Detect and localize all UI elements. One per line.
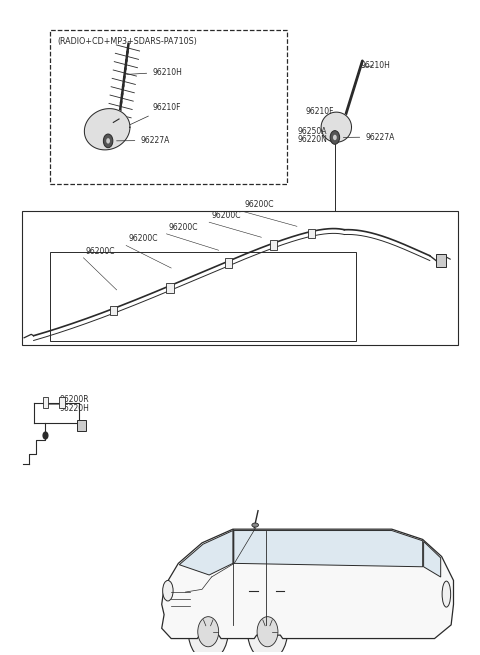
Text: 96250A: 96250A [298, 127, 327, 136]
Polygon shape [84, 109, 130, 150]
Bar [166, 283, 174, 293]
Text: 96210H: 96210H [127, 67, 182, 77]
Text: 96220N: 96220N [298, 135, 327, 144]
Text: 96200C: 96200C [86, 247, 115, 255]
Ellipse shape [442, 581, 451, 607]
Text: 96200C: 96200C [129, 234, 158, 244]
Bar [308, 229, 315, 238]
Text: 96200R: 96200R [60, 395, 89, 404]
Text: 96200C: 96200C [245, 200, 274, 209]
Text: 96200C: 96200C [169, 223, 198, 232]
Circle shape [330, 130, 340, 144]
Circle shape [198, 616, 219, 646]
Ellipse shape [252, 523, 259, 527]
Text: 96200C: 96200C [212, 211, 241, 220]
Polygon shape [162, 529, 454, 639]
Text: 96227A: 96227A [117, 136, 170, 145]
Polygon shape [179, 531, 233, 575]
Bar [59, 397, 65, 408]
Text: 96210F: 96210F [305, 107, 334, 121]
Polygon shape [424, 542, 441, 577]
Bar [77, 421, 86, 432]
Circle shape [43, 432, 48, 439]
Ellipse shape [163, 580, 173, 601]
Polygon shape [321, 112, 351, 142]
Bar [436, 254, 446, 267]
Text: 96220H: 96220H [60, 404, 90, 413]
Text: (RADIO+CD+MP3+SDARS-PA710S): (RADIO+CD+MP3+SDARS-PA710S) [57, 37, 197, 46]
Polygon shape [234, 531, 423, 567]
Circle shape [103, 134, 113, 148]
Bar [270, 240, 277, 250]
Bar [50, 30, 288, 184]
Text: 96210F: 96210F [130, 103, 181, 124]
Bar [50, 252, 356, 341]
Bar [109, 306, 117, 316]
Bar [225, 258, 232, 268]
Text: 96227A: 96227A [343, 132, 395, 141]
Bar [43, 397, 48, 408]
Circle shape [188, 603, 228, 655]
Circle shape [257, 616, 278, 646]
Circle shape [106, 138, 110, 143]
Circle shape [333, 135, 337, 140]
Text: 96210H: 96210H [361, 61, 391, 69]
Bar [22, 212, 458, 345]
Circle shape [248, 603, 288, 655]
